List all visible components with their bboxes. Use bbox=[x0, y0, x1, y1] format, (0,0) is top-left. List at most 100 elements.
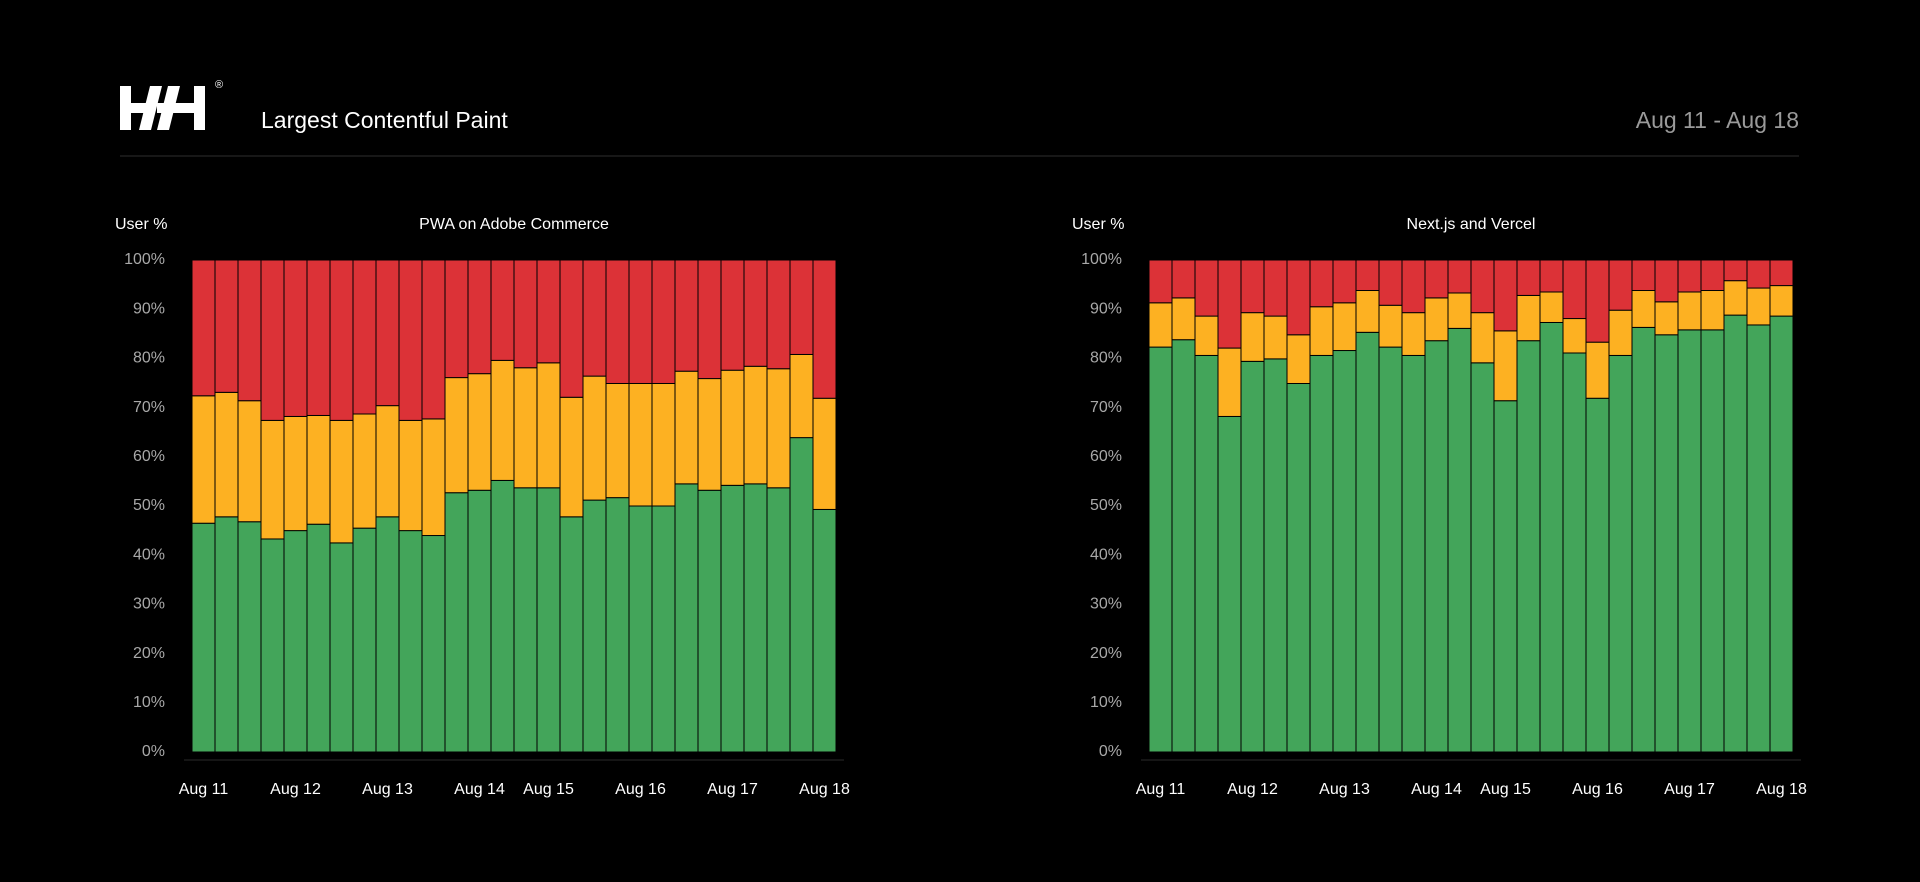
bar-segment bbox=[1700, 329, 1725, 753]
x-tick-label: Aug 15 bbox=[1480, 781, 1531, 798]
bar-segment bbox=[1677, 259, 1702, 293]
bar-segment bbox=[1401, 354, 1426, 753]
x-tick-label: Aug 17 bbox=[1664, 781, 1715, 798]
x-tick-label: Aug 17 bbox=[707, 781, 758, 798]
y-tick-label: 30% bbox=[1090, 596, 1122, 613]
bar-segment bbox=[1723, 314, 1748, 753]
y-tick-label: 20% bbox=[1090, 645, 1122, 662]
y-tick-label: 60% bbox=[133, 448, 165, 465]
bar-segment bbox=[1654, 259, 1679, 303]
x-tick-label: Aug 14 bbox=[454, 781, 505, 798]
x-tick-label: Aug 13 bbox=[1319, 781, 1370, 798]
bar-segment bbox=[1723, 259, 1748, 282]
x-tick-label: Aug 15 bbox=[523, 781, 574, 798]
bar-segment bbox=[306, 523, 331, 753]
x-tick-label: Aug 16 bbox=[615, 781, 666, 798]
bar-segment bbox=[1447, 292, 1472, 329]
bar-segment bbox=[444, 259, 469, 379]
bar-segment bbox=[1148, 346, 1173, 753]
bar-segment bbox=[1585, 259, 1610, 343]
bar-segment bbox=[1194, 354, 1219, 753]
bar-segment bbox=[1562, 259, 1587, 320]
logo-mark: ® bbox=[215, 79, 223, 91]
bar-segment bbox=[812, 397, 837, 510]
bar-segment bbox=[237, 521, 262, 753]
bar-segment bbox=[1746, 259, 1771, 289]
bar-segment bbox=[1516, 259, 1541, 296]
bar-segment bbox=[1585, 397, 1610, 753]
bar-segment bbox=[490, 479, 515, 753]
bar-segment bbox=[467, 259, 492, 375]
bar-segment bbox=[1654, 301, 1679, 336]
y-tick-label: 50% bbox=[1090, 497, 1122, 514]
bar-segment bbox=[1746, 324, 1771, 753]
bar-segment bbox=[1562, 352, 1587, 753]
x-tick-label: Aug 11 bbox=[1136, 781, 1186, 798]
bar-segment bbox=[697, 489, 722, 753]
bar-segment bbox=[674, 259, 699, 372]
bar-segment bbox=[421, 535, 446, 753]
bar-segment bbox=[1309, 259, 1334, 308]
y-tick-label: 80% bbox=[133, 350, 165, 367]
y-tick-label: 90% bbox=[133, 300, 165, 317]
x-tick-label: Aug 16 bbox=[1572, 781, 1623, 798]
bar-segment bbox=[766, 487, 791, 753]
bar-segment bbox=[1677, 329, 1702, 753]
x-tick-label: Aug 13 bbox=[362, 781, 413, 798]
bar-segment bbox=[1470, 312, 1495, 364]
bar-segment bbox=[1424, 297, 1449, 342]
y-tick-label: 80% bbox=[1090, 350, 1122, 367]
bar-segment bbox=[352, 259, 377, 415]
bar-segment bbox=[559, 259, 584, 398]
x-tick-label: Aug 14 bbox=[1411, 781, 1462, 798]
bar-segment bbox=[582, 499, 607, 753]
bar-segment bbox=[536, 487, 561, 753]
bar-segment bbox=[1194, 315, 1219, 356]
bar-segment bbox=[1562, 318, 1587, 354]
y-tick-label: 30% bbox=[133, 596, 165, 613]
bar-segment bbox=[421, 418, 446, 537]
bar-segment bbox=[1608, 309, 1633, 356]
y-tick-label: 50% bbox=[133, 497, 165, 514]
bar-segment bbox=[812, 259, 837, 399]
bar-segment bbox=[1332, 259, 1357, 304]
bar-segment bbox=[1240, 312, 1265, 362]
bar-segment bbox=[743, 259, 768, 367]
bar-segment bbox=[789, 259, 814, 355]
y-tick-label: 70% bbox=[1090, 399, 1122, 416]
bar-segment bbox=[1332, 350, 1357, 753]
bar-segment bbox=[559, 516, 584, 753]
bar-segment bbox=[789, 437, 814, 753]
x-tick-label: Aug 11 bbox=[179, 781, 229, 798]
bar-segment bbox=[191, 259, 216, 397]
bar-segment bbox=[766, 259, 791, 370]
bar-segment bbox=[1148, 302, 1173, 348]
bar-segment bbox=[1608, 354, 1633, 753]
bar-segment bbox=[398, 419, 423, 532]
y-axis-label: User % bbox=[1072, 216, 1124, 233]
bar-segment bbox=[582, 375, 607, 501]
bar-segment bbox=[743, 365, 768, 485]
x-tick-label: Aug 12 bbox=[270, 781, 321, 798]
bar-segment bbox=[260, 419, 285, 540]
bar-segment bbox=[1723, 280, 1748, 316]
bar-segment bbox=[1539, 291, 1564, 323]
bar-segment bbox=[651, 382, 676, 507]
y-tick-label: 90% bbox=[1090, 300, 1122, 317]
bar-segment bbox=[1263, 259, 1288, 317]
bar-segment bbox=[467, 373, 492, 491]
bar-segment bbox=[1240, 360, 1265, 753]
date-range: Aug 11 - Aug 18 bbox=[1636, 107, 1799, 133]
bar-segment bbox=[628, 382, 653, 507]
bar-segment bbox=[536, 259, 561, 364]
bar-segment bbox=[214, 516, 239, 753]
bar-segment bbox=[1631, 290, 1656, 328]
bar-segment bbox=[1378, 304, 1403, 348]
y-tick-label: 100% bbox=[1081, 251, 1122, 268]
bar-segment bbox=[1401, 259, 1426, 314]
bar-segment bbox=[1470, 362, 1495, 753]
bar-segment bbox=[237, 259, 262, 402]
bar-segment bbox=[1677, 291, 1702, 331]
